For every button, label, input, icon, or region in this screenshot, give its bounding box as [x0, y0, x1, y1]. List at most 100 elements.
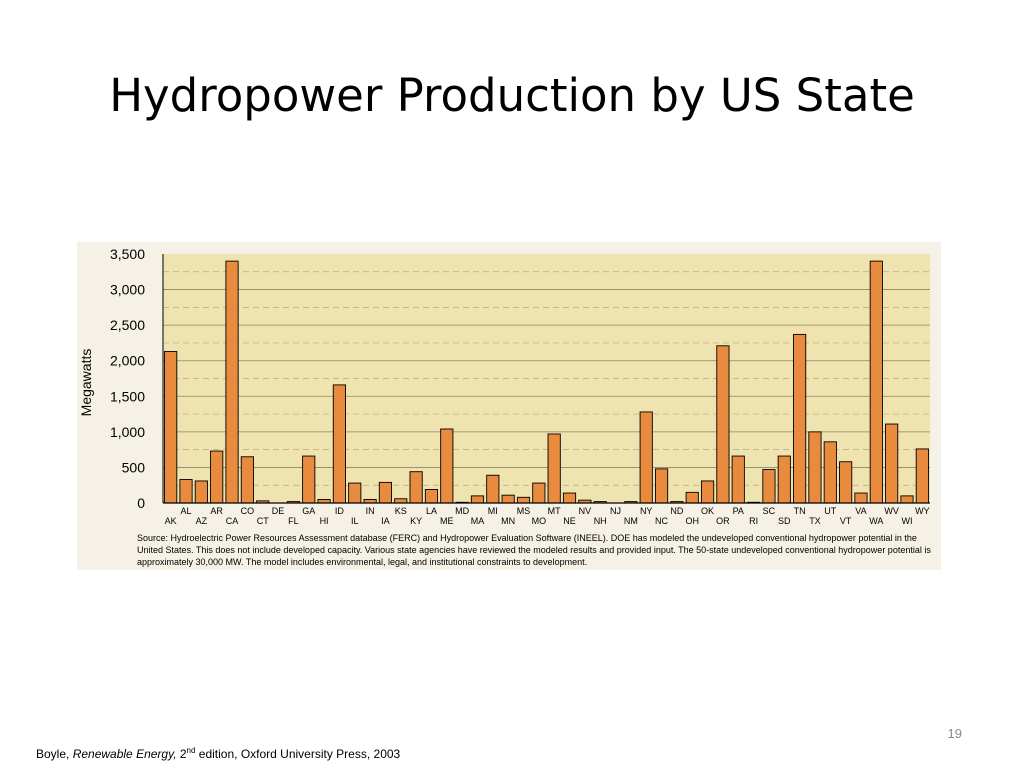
bar-ny — [639, 411, 653, 504]
bar-oh — [685, 491, 699, 504]
bar-ga — [302, 455, 316, 504]
x-tick-label-ri: RI — [749, 516, 758, 526]
x-tick-label-ct: CT — [257, 516, 269, 526]
x-tick-label-de: DE — [272, 506, 285, 516]
x-tick-label-mn: MN — [501, 516, 515, 526]
citation: Boyle, Renewable Energy, 2nd edition, Ox… — [36, 746, 400, 761]
x-tick-label-sc: SC — [763, 506, 776, 516]
x-tick-label-ca: CA — [226, 516, 239, 526]
x-tick-label-ks: KS — [395, 506, 407, 516]
citation-edition-number: 2 — [176, 747, 187, 761]
x-tick-label-ne: NE — [563, 516, 576, 526]
bar-ms — [516, 496, 531, 504]
bar-nc — [654, 468, 669, 504]
bar-id — [332, 384, 346, 504]
bar-ak — [164, 351, 178, 504]
bar-wi — [900, 495, 914, 504]
x-tick-label-mt: MT — [548, 506, 561, 516]
bar-ok — [700, 480, 715, 504]
y-tick-label: 2,500 — [110, 317, 145, 333]
bar-va — [854, 492, 868, 504]
bar-pa — [731, 455, 745, 504]
x-tick-label-ok: OK — [701, 506, 714, 516]
bar-mi — [486, 474, 500, 504]
page-number: 19 — [947, 726, 962, 741]
y-tick-label: 1,500 — [110, 388, 145, 404]
x-tick-label-ky: KY — [410, 516, 422, 526]
x-tick-label-mi: MI — [488, 506, 498, 516]
bar-al — [179, 479, 193, 504]
bar-la — [424, 489, 439, 504]
x-tick-label-la: LA — [426, 506, 437, 516]
bar-ia — [378, 481, 393, 504]
x-tick-label-oh: OH — [685, 516, 699, 526]
citation-rest: edition, Oxford University Press, 2003 — [195, 747, 401, 761]
x-tick-label-az: AZ — [196, 516, 208, 526]
bar-ar — [210, 450, 224, 504]
x-tick-label-mo: MO — [532, 516, 547, 526]
bar-mt — [547, 433, 561, 504]
x-tick-label-wv: WV — [884, 506, 899, 516]
bar-tn — [793, 333, 807, 504]
x-tick-label-co: CO — [241, 506, 255, 516]
x-tick-label-tx: TX — [809, 516, 821, 526]
x-tick-label-me: ME — [440, 516, 454, 526]
x-tick-label-md: MD — [455, 506, 469, 516]
x-tick-label-al: AL — [181, 506, 192, 516]
x-tick-label-ar: AR — [210, 506, 223, 516]
x-tick-label-ut: UT — [824, 506, 836, 516]
x-tick-label-in: IN — [366, 506, 375, 516]
source-note: Source: Hydroelectric Power Resources As… — [137, 533, 931, 567]
x-tick-label-nh: NH — [594, 516, 607, 526]
x-tick-label-ia: IA — [381, 516, 390, 526]
x-tick-label-pa: PA — [733, 506, 744, 516]
x-tick-label-wy: WY — [915, 506, 930, 516]
y-tick-label: 1,000 — [110, 424, 145, 440]
bar-ca — [225, 260, 239, 504]
bar-ky — [409, 471, 423, 504]
bar-ut — [823, 441, 837, 504]
x-tick-label-tn: TN — [794, 506, 806, 516]
bar-ne — [562, 492, 577, 504]
y-tick-label: 3,500 — [110, 246, 145, 262]
y-tick-label: 3,000 — [110, 282, 145, 298]
x-tick-label-ms: MS — [517, 506, 531, 516]
y-tick-label: 0 — [137, 495, 145, 511]
x-tick-label-nv: NV — [579, 506, 592, 516]
x-tick-label-vt: VT — [840, 516, 852, 526]
chart-figure: 0 500 1,000 1,500 2,000 2,500 3,000 3,500 AK AL A… — [77, 242, 941, 570]
x-tick-label-va: VA — [855, 506, 866, 516]
x-tick-label-nd: ND — [670, 506, 683, 516]
citation-book-title: Renewable Energy, — [72, 747, 177, 761]
x-tick-label-sd: SD — [778, 516, 791, 526]
bar-sc — [762, 469, 776, 504]
x-tick-label-nc: NC — [655, 516, 668, 526]
y-axis-label: Megawatts — [78, 349, 94, 417]
x-tick-label-nj: NJ — [610, 506, 621, 516]
x-tick-label-nm: NM — [624, 516, 638, 526]
x-tick-label-ny: NY — [640, 506, 653, 516]
x-tick-label-wi: WI — [901, 516, 912, 526]
bar-sd — [777, 455, 791, 504]
bar-az — [194, 480, 208, 504]
x-tick-label-fl: FL — [288, 516, 299, 526]
bar-mn — [501, 494, 515, 504]
bar-wv — [885, 423, 899, 504]
citation-author: Boyle, — [36, 747, 73, 761]
bar-wa — [869, 260, 883, 504]
x-tick-label-or: OR — [716, 516, 730, 526]
bar-ks — [394, 498, 408, 504]
x-tick-label-hi: HI — [320, 516, 329, 526]
hydropower-bar-chart: 0 500 1,000 1,500 2,000 2,500 3,000 3,500 AK AL A… — [78, 246, 930, 526]
citation-edition-suffix: nd — [186, 746, 196, 755]
x-tick-label-il: IL — [351, 516, 359, 526]
bar-me — [440, 428, 454, 504]
bar-wy — [915, 448, 929, 504]
x-tick-label-wa: WA — [869, 516, 883, 526]
x-tick-label-ga: GA — [302, 506, 315, 516]
bar-or — [716, 345, 730, 504]
bar-co — [240, 456, 254, 504]
bar-vt — [839, 461, 853, 504]
y-tick-label: 2,000 — [110, 353, 145, 369]
y-tick-label: 500 — [122, 459, 146, 475]
